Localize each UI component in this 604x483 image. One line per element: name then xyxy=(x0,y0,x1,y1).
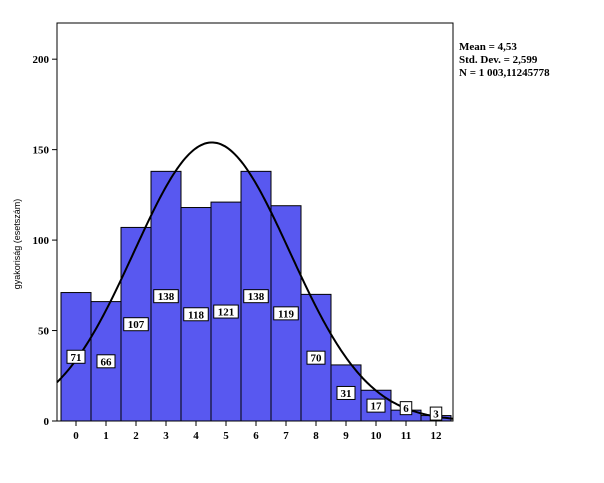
data-label-box xyxy=(336,385,356,400)
y-tick-label-0: 0 xyxy=(44,416,50,428)
data-label-text: 138 xyxy=(248,291,265,303)
x-tick-label-0: 0 xyxy=(73,430,79,442)
data-label-text: 119 xyxy=(278,308,294,320)
data-label-7: 119 xyxy=(273,306,299,321)
data-label-text: 70 xyxy=(311,353,323,365)
x-tick-label-10: 10 xyxy=(371,430,383,442)
x-tick-label-11: 11 xyxy=(401,430,411,442)
x-tick-label-5: 5 xyxy=(223,430,229,442)
data-label-box xyxy=(66,349,86,364)
data-label-text: 3 xyxy=(433,409,439,421)
plot-frame xyxy=(56,22,454,422)
x-tick-label-8: 8 xyxy=(313,430,319,442)
y-axis-label: gyakoriság (esetszám) xyxy=(12,199,22,290)
y-tick-label-150: 150 xyxy=(33,145,50,157)
y-tick-label-200: 200 xyxy=(33,54,50,66)
stat-mean: Mean = 4,53 xyxy=(459,41,517,53)
data-label-text: 31 xyxy=(341,388,352,400)
data-label-3: 138 xyxy=(153,289,179,304)
data-label-box xyxy=(273,306,299,321)
x-tick-label-6: 6 xyxy=(253,430,259,442)
data-label-1: 66 xyxy=(96,354,116,369)
data-label-text: 138 xyxy=(158,291,175,303)
data-label-8: 70 xyxy=(306,350,326,365)
data-label-9: 31 xyxy=(336,385,356,400)
data-label-box xyxy=(243,289,269,304)
data-label-text: 71 xyxy=(71,352,82,364)
data-label-4: 118 xyxy=(183,307,209,322)
data-label-11: 6 xyxy=(399,401,413,416)
x-tick-label-3: 3 xyxy=(163,430,169,442)
data-label-0: 71 xyxy=(66,349,86,364)
data-label-box xyxy=(153,289,179,304)
data-label-10: 17 xyxy=(366,398,386,413)
y-tick-label-100: 100 xyxy=(33,235,50,247)
normal-curve xyxy=(56,141,454,420)
data-label-text: 6 xyxy=(403,403,409,415)
data-label-box xyxy=(183,307,209,322)
y-tick-label-50: 50 xyxy=(38,326,50,338)
data-label-box xyxy=(96,354,116,369)
data-label-box xyxy=(429,406,443,421)
data-label-box xyxy=(366,398,386,413)
x-tick-label-12: 12 xyxy=(431,430,443,442)
data-labels-group: 71 66 107 138 118 121 138 119 70 31 17 6 3 xyxy=(66,289,443,421)
data-label-box xyxy=(399,401,413,416)
data-label-text: 66 xyxy=(101,356,113,368)
x-tick-label-7: 7 xyxy=(283,430,289,442)
stat-std-dev: Std. Dev. = 2,599 xyxy=(459,54,538,66)
x-tick-label-9: 9 xyxy=(343,430,349,442)
data-label-box xyxy=(213,304,239,319)
data-label-box xyxy=(123,317,149,332)
data-label-12: 3 xyxy=(429,406,443,421)
data-label-2: 107 xyxy=(123,317,149,332)
x-tick-label-4: 4 xyxy=(193,430,199,442)
data-label-box xyxy=(306,350,326,365)
x-tick-label-1: 1 xyxy=(103,430,109,442)
data-label-text: 121 xyxy=(218,307,235,319)
data-label-text: 107 xyxy=(128,319,145,331)
data-label-5: 121 xyxy=(213,304,239,319)
x-tick-label-2: 2 xyxy=(133,430,139,442)
data-label-text: 17 xyxy=(371,401,383,413)
statistics-box: Mean = 4,53 Std. Dev. = 2,599 N = 1 003,… xyxy=(459,41,550,80)
stat-n: N = 1 003,11245778 xyxy=(459,67,550,79)
data-label-text: 118 xyxy=(188,309,204,321)
data-label-6: 138 xyxy=(243,289,269,304)
